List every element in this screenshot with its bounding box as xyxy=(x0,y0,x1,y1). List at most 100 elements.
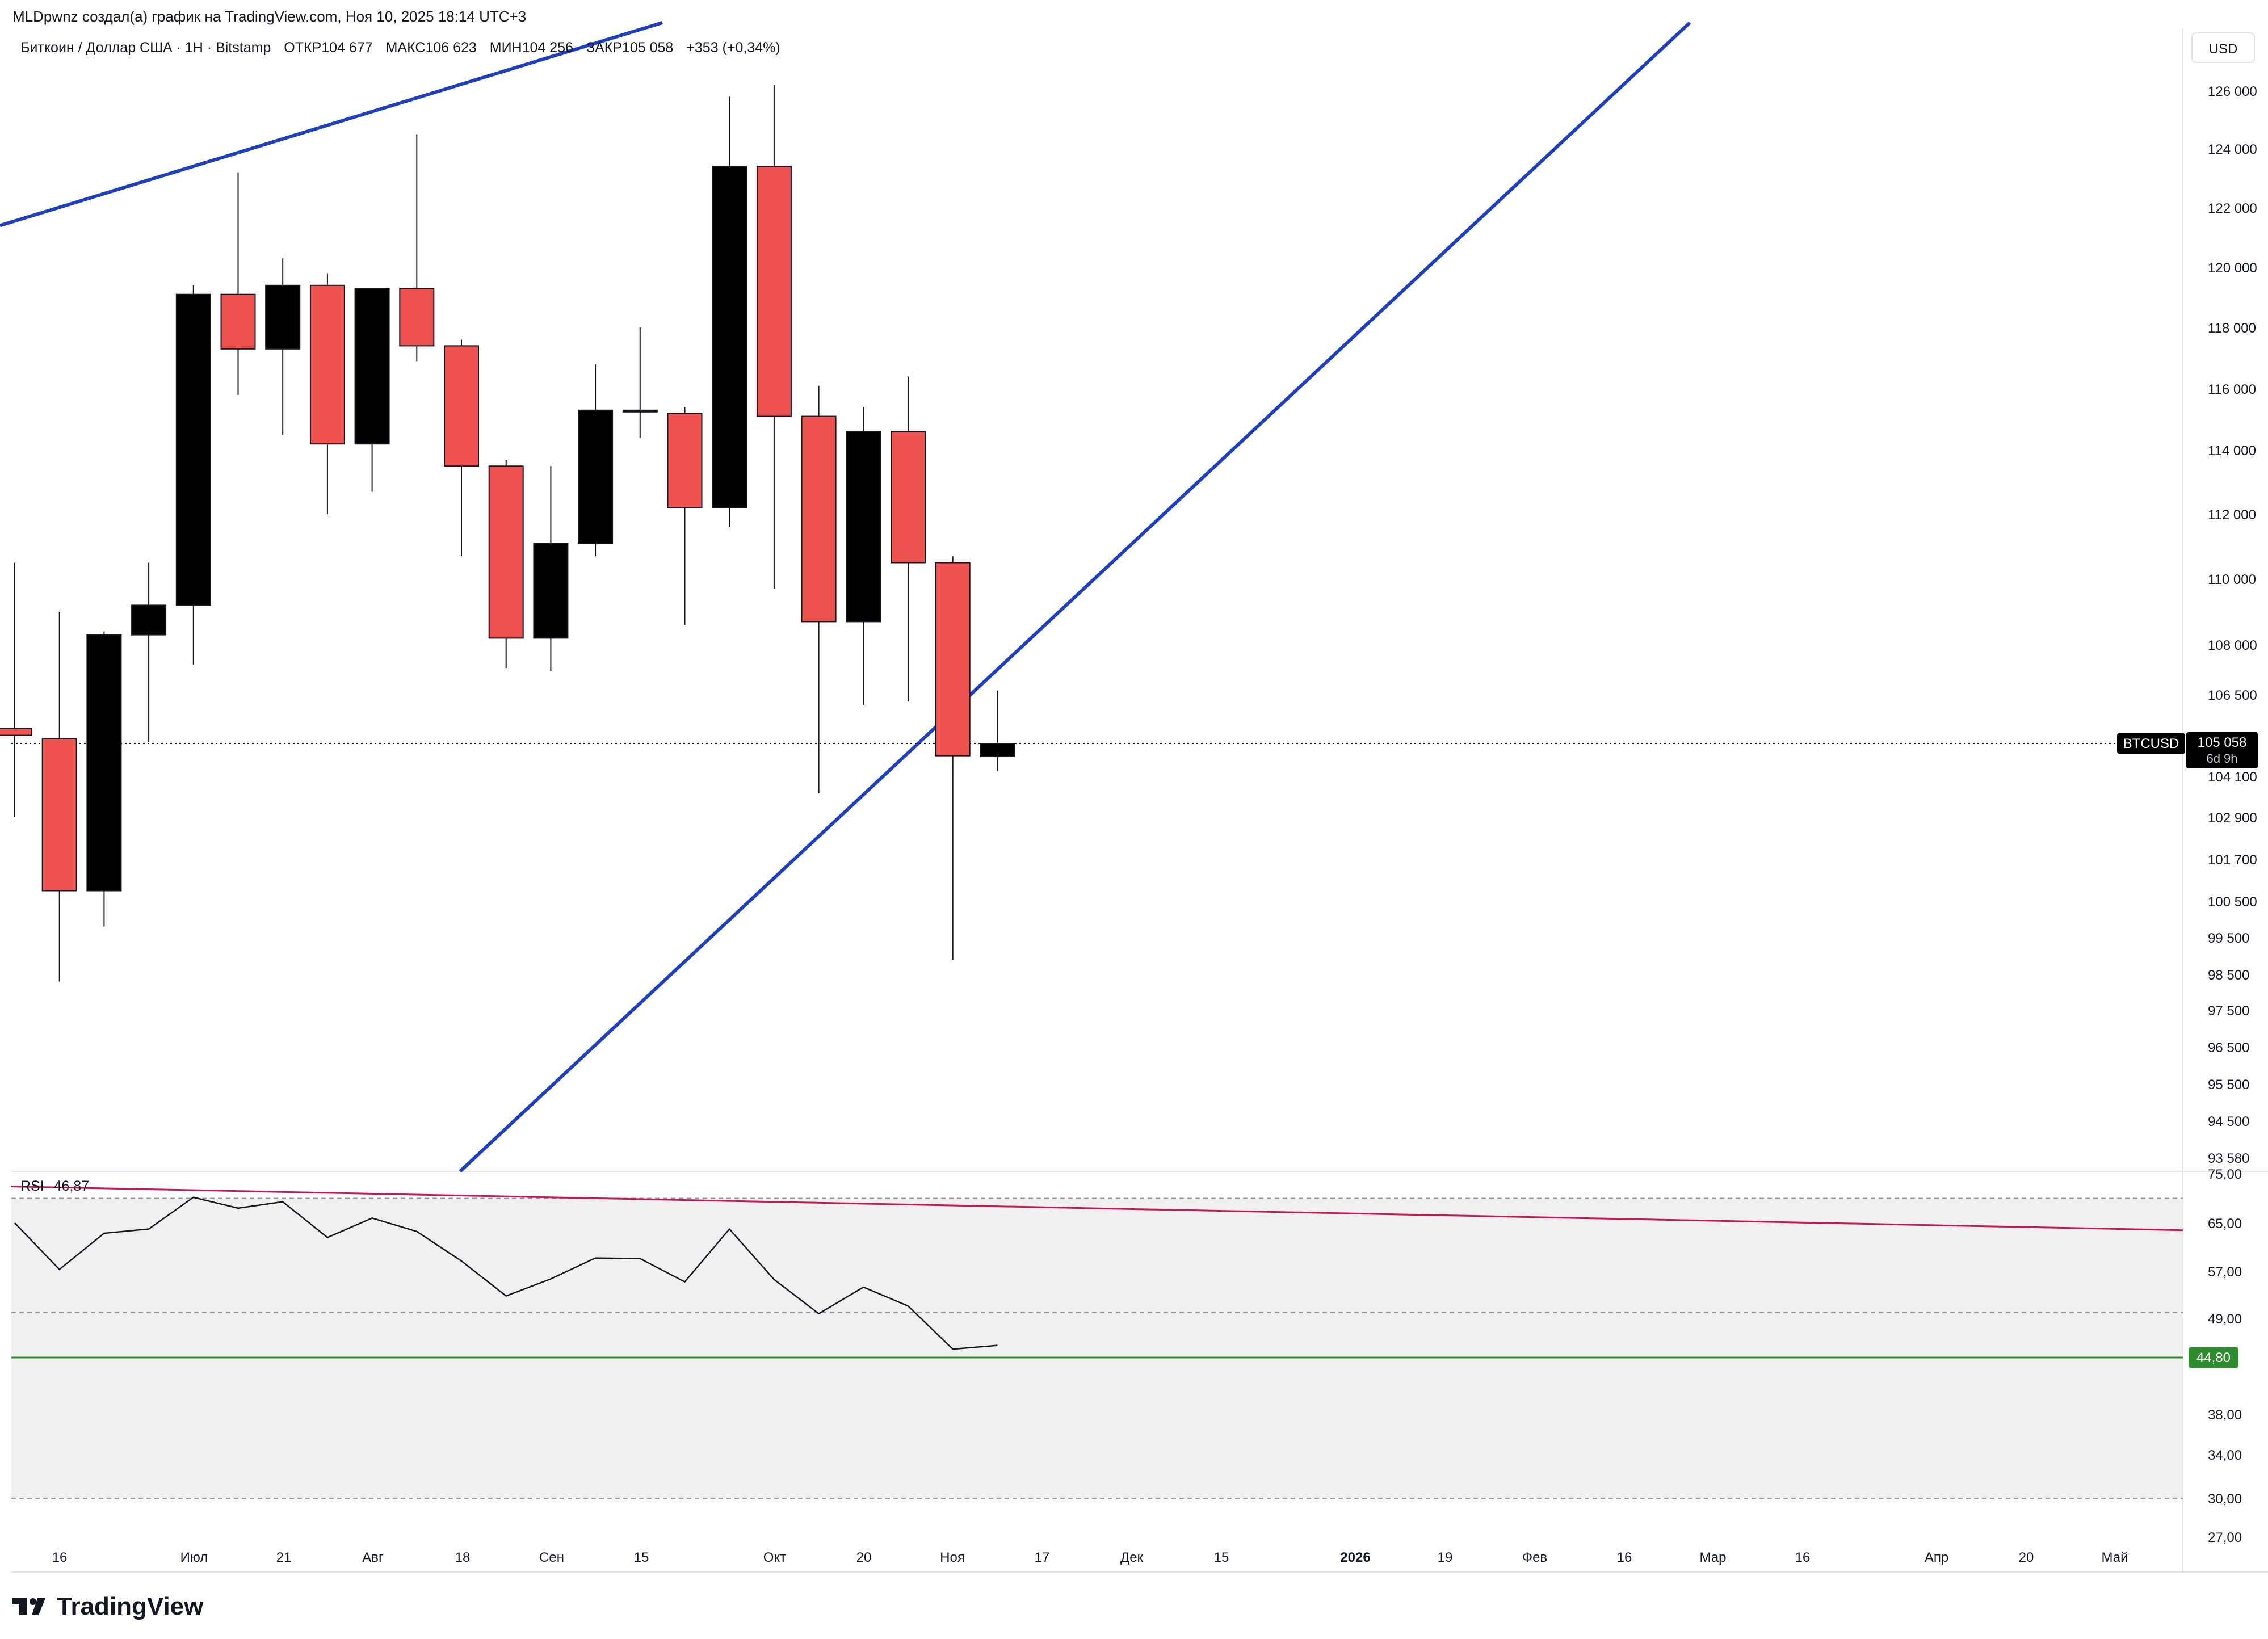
candle-body xyxy=(935,562,971,757)
symbol-tag-label: BTCUSD xyxy=(2123,736,2179,751)
price-axis-label: 95 500 xyxy=(2208,1077,2249,1092)
legend-close: 105 058 xyxy=(622,40,673,56)
time-axis-label: Май xyxy=(2101,1550,2128,1565)
price-axis-label: 98 500 xyxy=(2208,968,2249,983)
price-axis-label: 102 900 xyxy=(2208,810,2257,826)
rsi-band-lines xyxy=(11,1197,2183,1499)
price-axis-label: 110 000 xyxy=(2208,572,2256,587)
legend-high: 106 623 xyxy=(425,40,476,56)
candle-body xyxy=(846,431,881,623)
rsi-pane[interactable]: 75,00 65,00 57,00 49,00 38,00 34,00 30,00 27,00 xyxy=(11,1167,2242,1545)
candle-body xyxy=(41,738,77,892)
time-axis-label: 17 xyxy=(1035,1550,1050,1565)
rsi-axis-label: 34,00 xyxy=(2208,1448,2242,1463)
price-axis-label: 108 000 xyxy=(2208,638,2257,653)
price-axis[interactable]: 126 000 124 000 122 000 120 000 118 000 116 0… xyxy=(2208,84,2257,1166)
candle-body xyxy=(712,166,747,508)
candle-body xyxy=(131,604,167,636)
price-axis-label: 99 500 xyxy=(2208,931,2249,946)
legend-low: 104 256 xyxy=(522,40,573,56)
time-axis-label: Сен xyxy=(539,1550,564,1565)
currency-button[interactable] xyxy=(2191,32,2255,63)
rsi-level-tag xyxy=(2189,1347,2238,1368)
price-axis-label: 97 500 xyxy=(2208,1003,2249,1019)
rsi-level-tag-label: 44,80 xyxy=(2196,1350,2231,1365)
legend-change: +353 (+0,34%) xyxy=(686,40,780,56)
time-axis-label: 16 xyxy=(52,1550,68,1565)
chart-legend: Биткоин / Доллар США · 1Н · Bitstamp ОТК… xyxy=(20,40,780,56)
time-axis-label: 15 xyxy=(634,1550,649,1565)
legend-high-label: МАКС xyxy=(386,40,426,56)
price-tag xyxy=(2186,732,2258,768)
time-axis-label: 2026 xyxy=(1340,1550,1370,1565)
rsi-legend: RSI 46,87 xyxy=(20,1178,89,1194)
price-axis-label: 116 000 xyxy=(2208,382,2256,397)
price-axis-label: 118 000 xyxy=(2208,321,2256,336)
rsi-axis-label: 49,00 xyxy=(2208,1312,2242,1327)
rsi-axis-label: 75,00 xyxy=(2208,1167,2242,1182)
rsi-trendline xyxy=(11,1186,2183,1232)
rsi-axis-label: 38,00 xyxy=(2208,1407,2242,1423)
candle-body xyxy=(354,288,390,445)
candles xyxy=(0,85,1015,982)
time-axis[interactable]: 16 Июл 21 Авг 18 Сен 15 Окт 20 Ноя 17 Дек 15 2026 19 Фе… xyxy=(52,1550,2128,1565)
rsi-label: RSI xyxy=(20,1178,44,1194)
rsi-axis-label: 57,00 xyxy=(2208,1264,2242,1280)
legend-open-label: ОТКР xyxy=(284,40,321,56)
rsi-axis-label: 30,00 xyxy=(2208,1491,2242,1507)
candle-body xyxy=(533,543,569,639)
candle-body xyxy=(399,288,435,347)
price-axis-label: 93 580 xyxy=(2208,1151,2249,1166)
time-axis-label: 15 xyxy=(1214,1550,1229,1565)
time-axis-label: 21 xyxy=(276,1550,292,1565)
time-axis-label: 16 xyxy=(1617,1550,1632,1565)
time-axis-label: Июл xyxy=(180,1550,208,1565)
price-axis-label: 94 500 xyxy=(2208,1114,2249,1129)
legend-low-label: МИН xyxy=(490,40,522,56)
time-axis-label: Дек xyxy=(1120,1550,1144,1565)
candle-body xyxy=(578,409,614,544)
candle-body xyxy=(801,415,837,623)
rsi-line xyxy=(14,1196,998,1350)
rsi-axis-label: 65,00 xyxy=(2208,1216,2242,1232)
price-axis-label: 126 000 xyxy=(2208,84,2257,99)
price-axis-label: 101 700 xyxy=(2208,852,2257,868)
time-axis-label: Окт xyxy=(763,1550,786,1565)
price-axis-label: 96 500 xyxy=(2208,1040,2249,1056)
legend-open: 104 677 xyxy=(321,40,372,56)
price-axis-label: 124 000 xyxy=(2208,142,2257,157)
price-pane[interactable]: 126 000 124 000 122 000 120 000 118 000 116 0… xyxy=(0,21,2268,1573)
candle-body xyxy=(891,431,926,564)
price-tag-value: 105 058 xyxy=(2198,735,2247,750)
price-axis-label: 120 000 xyxy=(2208,260,2257,276)
trendline xyxy=(459,21,1691,1173)
price-axis-label: 106 500 xyxy=(2208,688,2257,703)
time-axis-label: 20 xyxy=(856,1550,872,1565)
time-axis-label: 16 xyxy=(1795,1550,1811,1565)
tradingview-logo[interactable]: TradingView xyxy=(12,1592,203,1621)
candle-body xyxy=(175,293,211,606)
candle-body xyxy=(265,284,301,350)
candle-body xyxy=(667,413,703,508)
candle-body xyxy=(86,634,122,892)
candle-body xyxy=(444,345,479,467)
legend-symbol: Биткоин / Доллар США · 1Н · Bitstamp xyxy=(20,40,271,56)
rsi-axis[interactable]: 75,00 65,00 57,00 49,00 38,00 34,00 30,00 27,00 xyxy=(2208,1167,2242,1545)
candle-body xyxy=(488,465,524,639)
tradingview-icon xyxy=(12,1597,49,1616)
rsi-axis-label: 27,00 xyxy=(2208,1530,2242,1545)
time-axis-label: 20 xyxy=(2019,1550,2034,1565)
price-axis-label: 122 000 xyxy=(2208,201,2257,216)
trendlines xyxy=(0,21,1691,1173)
candle-body xyxy=(980,743,1015,758)
rsi-band xyxy=(11,1198,2183,1498)
price-tag-countdown: 6d 9h xyxy=(2206,751,2237,766)
currency-label: USD xyxy=(2209,41,2238,57)
time-axis-label: Ноя xyxy=(940,1550,965,1565)
candle-body xyxy=(309,284,345,445)
price-axis-label: 112 000 xyxy=(2208,507,2256,523)
legend-close-label: ЗАКР xyxy=(586,40,622,56)
time-axis-label: Фев xyxy=(1522,1550,1547,1565)
candle-body xyxy=(756,166,792,417)
